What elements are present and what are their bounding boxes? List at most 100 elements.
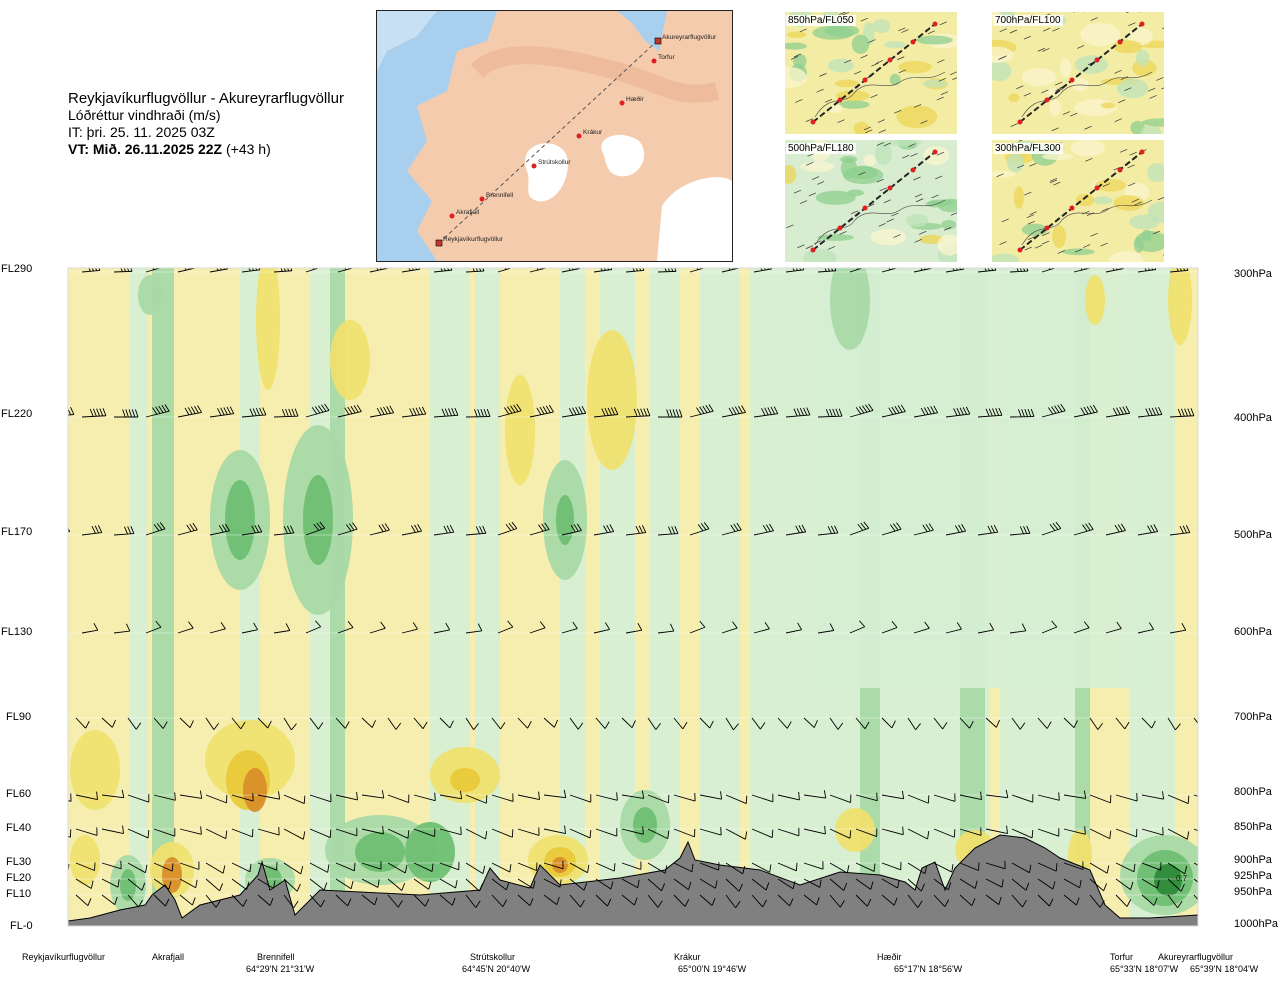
wind-barb-feather — [255, 407, 260, 416]
wind-barb — [465, 794, 487, 804]
map-wind-barb — [860, 17, 868, 22]
wind-barb-feather — [64, 408, 67, 415]
map-wind-barb — [844, 59, 852, 64]
wind-barb-feather — [485, 831, 488, 840]
wind-barb-feather — [823, 790, 827, 799]
wind-barb-feather — [189, 720, 194, 728]
wind-barb-feather — [92, 408, 97, 417]
wind-barb — [335, 862, 355, 872]
wind-barb-feather — [1058, 792, 1060, 801]
wind-barb — [433, 269, 452, 273]
wind-barb-feather — [601, 408, 606, 417]
wind-barb — [1063, 717, 1075, 729]
wind-barb-feather — [296, 883, 301, 892]
wind-barb-feather — [1115, 268, 1118, 271]
map-wind-barb — [806, 161, 814, 166]
wind-barb-feather — [125, 409, 129, 418]
wind-barb — [945, 413, 970, 418]
wind-barb-feather — [1126, 899, 1132, 907]
map-route-point — [810, 119, 816, 125]
wind-barb-feather — [636, 408, 641, 417]
station-coord: 65°33'N 18°07'W — [1110, 964, 1179, 974]
wind-barb — [985, 828, 1008, 835]
wind-barb-feather — [762, 525, 768, 533]
level-map-700[interactable]: 700hPa/FL100 — [992, 12, 1164, 134]
map-wind-barb — [1042, 232, 1050, 236]
wind-barb — [101, 717, 113, 728]
map-wind-barb — [1027, 220, 1035, 225]
wind-barb-feather — [254, 525, 259, 533]
map-route-point — [1117, 167, 1123, 173]
wind-barb-feather — [1158, 407, 1163, 415]
wind-barb — [777, 794, 800, 801]
wind-barb-feather — [933, 405, 939, 414]
wind-barb-feather — [538, 524, 544, 532]
map-wind-barb — [1113, 166, 1121, 171]
map-shading — [838, 100, 870, 109]
wind-barb — [309, 878, 325, 891]
map-wind-barb — [1114, 69, 1122, 74]
map-wind-barb — [1147, 87, 1156, 92]
wind-barb-feather — [285, 408, 289, 417]
map-route-point — [862, 77, 868, 83]
wind-barb-feather — [448, 408, 452, 416]
wind-barb-feather — [1147, 525, 1152, 533]
wind-barb-feather — [995, 408, 1000, 416]
wind-barb-feather — [770, 406, 775, 415]
wind-barb — [127, 862, 146, 874]
wind-barb-feather — [223, 407, 228, 415]
wind-barb — [785, 269, 804, 273]
wind-barb-feather — [578, 406, 583, 414]
wind-barb — [647, 794, 669, 804]
wind-barb-feather — [1016, 268, 1019, 272]
level-map-500[interactable]: 500hPa/FL180 — [785, 140, 957, 262]
wind-barb — [699, 794, 722, 800]
wind-barb-feather — [352, 522, 358, 530]
wind-barb-feather — [145, 864, 148, 873]
wind-barb-feather — [896, 522, 902, 530]
contour-region — [1154, 864, 1182, 896]
wind-barb-feather — [1055, 260, 1060, 266]
map-wind-barb — [938, 78, 946, 82]
wind-barb-feather — [1023, 526, 1028, 534]
wind-barb — [361, 828, 384, 835]
wind-barb — [81, 415, 106, 418]
level-map-850[interactable]: 850hPa/FL050 — [785, 12, 957, 134]
wind-barb-feather — [1103, 883, 1108, 891]
map-shading — [835, 90, 870, 102]
wind-barb-feather — [730, 524, 736, 532]
wind-barb — [273, 270, 292, 273]
wind-barb — [689, 268, 706, 273]
wind-barb-feather — [1031, 829, 1034, 838]
wind-barb-feather — [480, 409, 485, 417]
map-shading — [785, 42, 807, 50]
station-name: Krákur — [674, 952, 701, 962]
wind-barb — [721, 627, 738, 634]
wind-barb — [439, 717, 451, 729]
wind-barb-feather — [699, 620, 706, 628]
wind-barb-feather — [920, 883, 925, 892]
wind-barb-feather — [1084, 826, 1086, 835]
wind-barb — [725, 717, 734, 731]
wind-barb-feather — [735, 900, 741, 909]
wind-barb-feather — [1060, 403, 1066, 412]
wind-barb — [1041, 410, 1066, 418]
issue-time: IT: þri. 25. 11. 2025 03Z — [68, 124, 215, 140]
wind-barb-feather — [839, 900, 845, 908]
station-coord: 65°17'N 18°56'W — [894, 964, 963, 974]
map-shading — [1042, 153, 1074, 161]
wind-barb-feather — [1116, 407, 1121, 415]
wind-barb — [803, 828, 826, 835]
wind-barb — [309, 717, 319, 730]
wind-barb-feather — [1185, 525, 1191, 533]
wind-barb-feather — [300, 866, 304, 875]
wind-barb-feather — [666, 409, 670, 418]
contour-region — [162, 857, 182, 893]
map-wind-barb — [1049, 177, 1058, 182]
wind-barb-feather — [477, 409, 481, 417]
level-map-300[interactable]: 300hPa/FL300 — [992, 140, 1164, 262]
map-wind-barb — [1134, 201, 1142, 206]
wind-barb — [913, 412, 938, 418]
contour-band — [700, 268, 740, 918]
wind-barb — [529, 411, 554, 418]
